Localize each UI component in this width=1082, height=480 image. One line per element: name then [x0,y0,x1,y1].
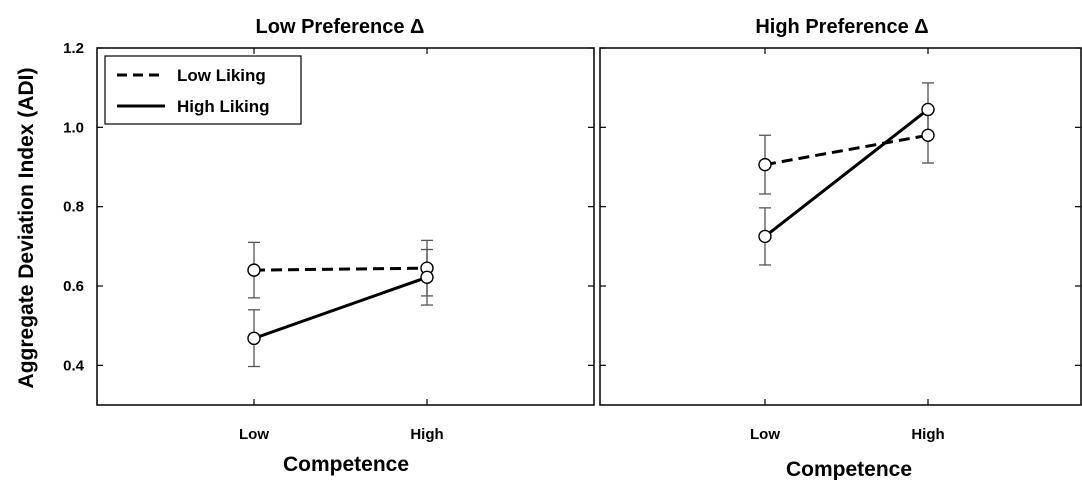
y-tick-label: 0.4 [63,357,85,374]
series-line-low-liking [764,133,929,167]
legend-label-low-liking: Low Liking [177,66,266,85]
data-point-low-liking [247,263,261,277]
chart-marks [97,47,1081,405]
x-tick-label-p2-high: High [911,426,944,443]
data-point-low-liking [758,157,772,172]
series-line-low-liking [253,266,428,272]
y-tick-label: 1.0 [63,119,84,136]
y-tick-label: 0.6 [63,278,84,295]
x-axis-label-high-preference: Competence [786,458,912,480]
data-point-high-liking [247,331,261,346]
data-point-high-liking [921,102,935,117]
panel-frame-high-preference [599,47,1082,406]
series-line-high-liking [253,275,428,340]
x-tick-label-p1-low: Low [239,426,269,443]
y-tick-label: 1.2 [63,40,84,57]
data-point-high-liking [758,229,772,244]
x-axis-label-low-preference: Competence [283,453,409,476]
data-point-low-liking [921,128,935,142]
legend-label-high-liking: High Liking [177,97,270,116]
y-tick-label: 0.8 [63,199,84,216]
y-axis-label: Aggregate Deviation Index (ADI) [15,68,38,389]
x-tick-label-p1-high: High [410,426,443,443]
data-point-high-liking [420,270,434,284]
legend-box [104,55,302,125]
panel-frame-low-preference [96,47,595,406]
x-tick-label-p2-low: Low [750,426,780,443]
series-line-high-liking [764,108,929,238]
panel-title-low-preference: Low Preference Δ [256,16,425,38]
panel-title-high-preference: High Preference Δ [755,16,928,38]
